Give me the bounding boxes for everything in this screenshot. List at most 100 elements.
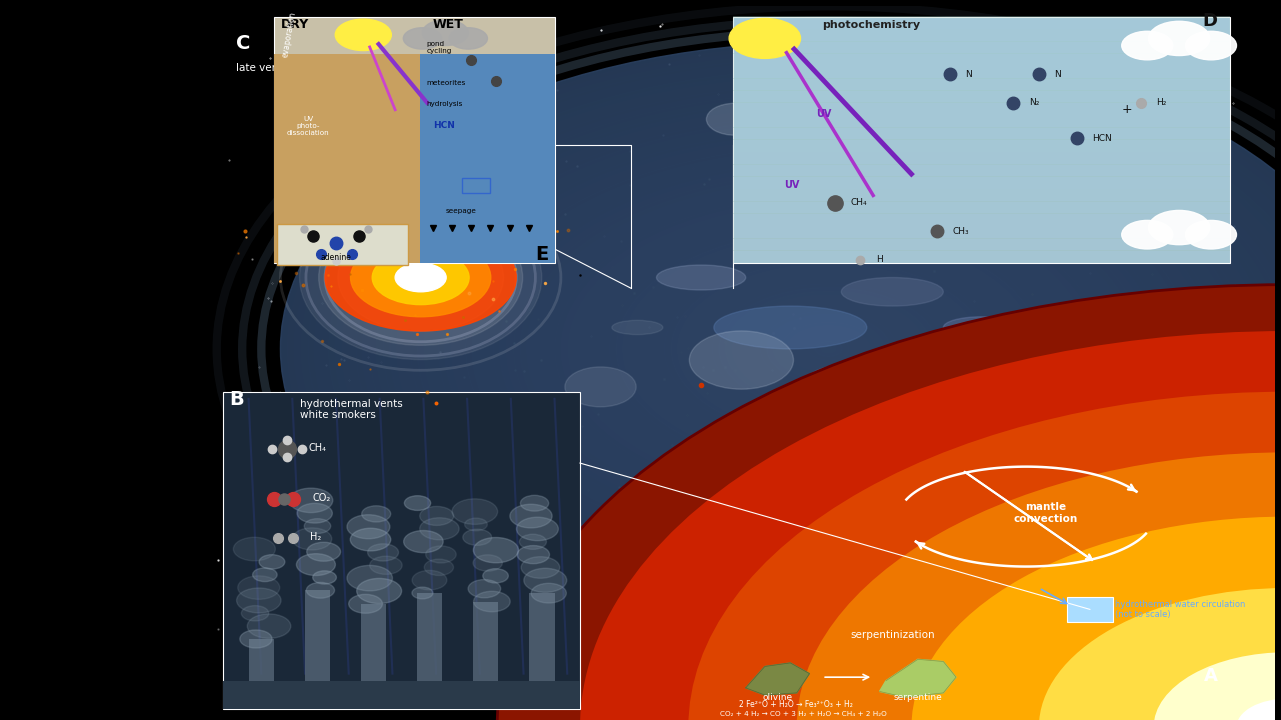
Circle shape	[356, 578, 401, 603]
Circle shape	[473, 555, 502, 571]
Circle shape	[348, 595, 383, 613]
Circle shape	[325, 224, 516, 331]
Text: seepage: seepage	[446, 208, 477, 215]
Text: serpentinization: serpentinization	[851, 630, 935, 640]
FancyBboxPatch shape	[1230, 6, 1275, 720]
Ellipse shape	[656, 265, 746, 290]
Text: adenine: adenine	[320, 253, 352, 261]
Circle shape	[361, 505, 391, 522]
FancyBboxPatch shape	[1067, 597, 1113, 622]
Circle shape	[306, 582, 334, 598]
Circle shape	[825, 168, 870, 194]
Circle shape	[1062, 183, 1130, 220]
Text: HCN: HCN	[433, 121, 455, 130]
Text: UV: UV	[784, 180, 799, 190]
Circle shape	[259, 554, 284, 569]
FancyBboxPatch shape	[733, 238, 1230, 251]
Text: evaporation: evaporation	[281, 11, 297, 58]
Text: E: E	[535, 245, 548, 264]
FancyBboxPatch shape	[733, 140, 1230, 153]
Circle shape	[565, 367, 637, 407]
Circle shape	[532, 583, 566, 603]
Circle shape	[424, 559, 453, 575]
FancyBboxPatch shape	[473, 601, 498, 695]
Text: DRY: DRY	[281, 18, 309, 31]
Circle shape	[1185, 220, 1236, 249]
Text: H₂: H₂	[500, 165, 511, 175]
FancyBboxPatch shape	[223, 392, 580, 709]
Text: UV: UV	[816, 109, 831, 119]
Wedge shape	[580, 331, 1281, 720]
Ellipse shape	[300, 195, 542, 359]
Circle shape	[474, 538, 519, 563]
FancyBboxPatch shape	[733, 41, 1230, 54]
FancyBboxPatch shape	[733, 127, 1230, 140]
Text: D: D	[1203, 12, 1217, 30]
FancyBboxPatch shape	[733, 213, 1230, 226]
Circle shape	[425, 546, 456, 563]
Wedge shape	[1039, 588, 1281, 720]
FancyBboxPatch shape	[733, 225, 1230, 238]
Circle shape	[1149, 210, 1209, 245]
Text: +: +	[1122, 103, 1132, 117]
Circle shape	[297, 503, 332, 523]
Circle shape	[336, 19, 391, 50]
FancyBboxPatch shape	[733, 189, 1230, 202]
FancyBboxPatch shape	[733, 66, 1230, 78]
Polygon shape	[880, 660, 956, 697]
Text: impact
degassing: impact degassing	[487, 163, 533, 183]
Text: olivine: olivine	[762, 693, 793, 702]
Wedge shape	[497, 284, 1281, 720]
Text: hydrolysis: hydrolysis	[427, 102, 462, 107]
FancyBboxPatch shape	[733, 251, 1230, 264]
Circle shape	[405, 495, 430, 510]
Circle shape	[423, 20, 469, 45]
Circle shape	[347, 565, 392, 591]
FancyBboxPatch shape	[529, 593, 555, 695]
Text: H₂: H₂	[310, 532, 322, 542]
Circle shape	[462, 529, 492, 545]
Text: HCN: HCN	[1093, 134, 1112, 143]
FancyBboxPatch shape	[733, 17, 1230, 30]
Circle shape	[1038, 546, 1112, 588]
Circle shape	[1149, 22, 1209, 55]
Circle shape	[452, 499, 497, 524]
Text: meteorites: meteorites	[427, 80, 465, 86]
Circle shape	[524, 568, 566, 593]
Text: CH₄: CH₄	[309, 443, 327, 453]
Text: CH₄: CH₄	[851, 198, 867, 207]
Circle shape	[520, 495, 548, 511]
FancyBboxPatch shape	[733, 102, 1230, 115]
Circle shape	[412, 570, 447, 590]
Circle shape	[240, 630, 272, 648]
Circle shape	[368, 544, 398, 561]
Ellipse shape	[733, 411, 797, 429]
Text: mantle
convection: mantle convection	[1013, 503, 1077, 524]
Circle shape	[518, 546, 550, 564]
Ellipse shape	[810, 363, 924, 392]
FancyBboxPatch shape	[361, 604, 387, 695]
Circle shape	[483, 569, 509, 583]
Circle shape	[370, 556, 402, 575]
Circle shape	[296, 554, 336, 575]
Circle shape	[519, 534, 547, 549]
FancyBboxPatch shape	[420, 54, 555, 264]
Circle shape	[1185, 31, 1236, 60]
FancyBboxPatch shape	[733, 164, 1230, 177]
Circle shape	[233, 537, 275, 561]
Text: pond
cycling: pond cycling	[427, 41, 452, 54]
Circle shape	[347, 515, 389, 539]
Text: C: C	[236, 34, 250, 53]
Circle shape	[351, 238, 491, 317]
Text: A: A	[1203, 667, 1217, 685]
Circle shape	[292, 528, 332, 550]
Wedge shape	[911, 516, 1281, 720]
Circle shape	[247, 614, 291, 639]
FancyBboxPatch shape	[733, 17, 1230, 264]
Circle shape	[510, 504, 552, 528]
Text: HCN: HCN	[525, 200, 547, 210]
Ellipse shape	[874, 224, 962, 246]
Polygon shape	[746, 663, 810, 695]
Text: H₂: H₂	[1157, 98, 1167, 107]
Wedge shape	[1154, 652, 1281, 720]
